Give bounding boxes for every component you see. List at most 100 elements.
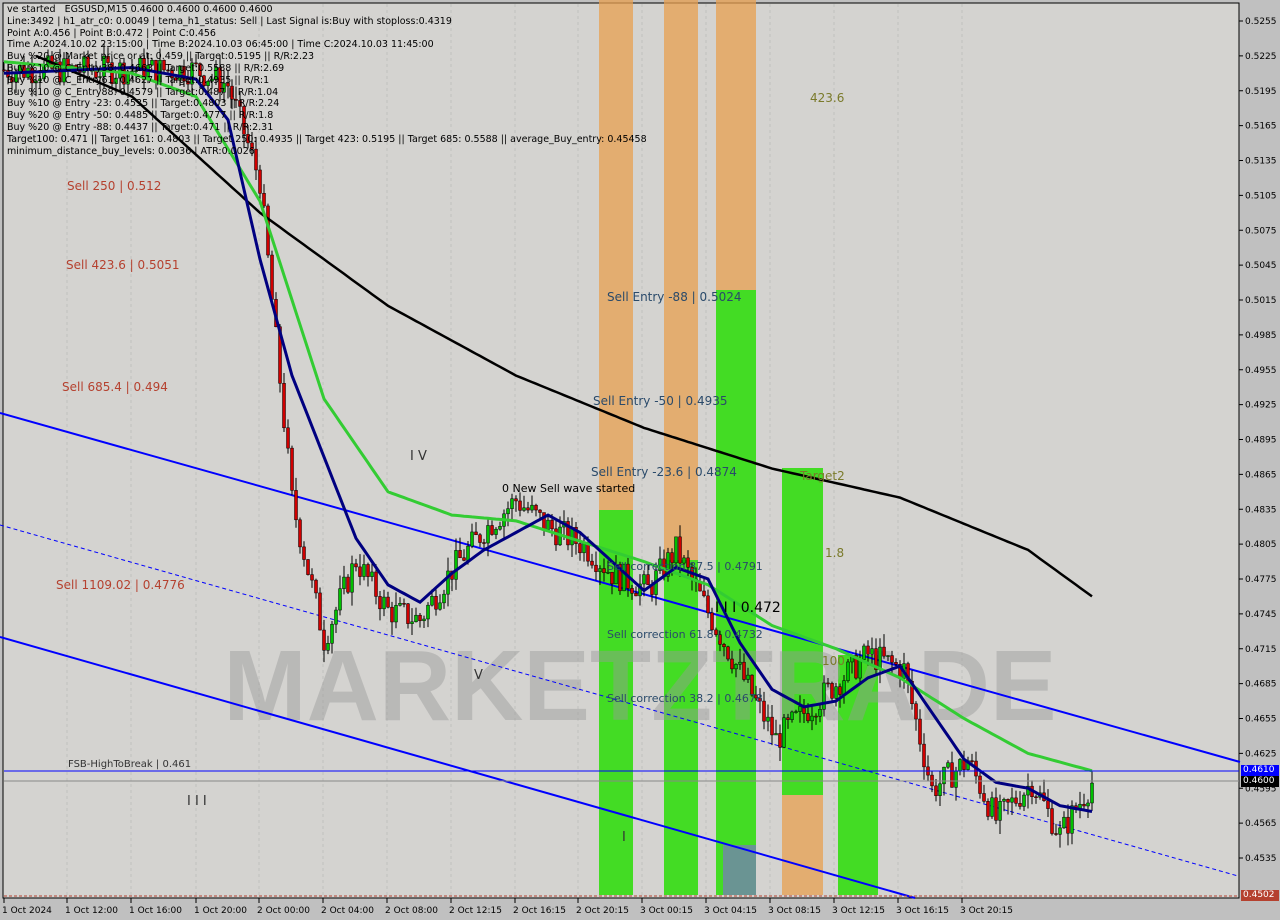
candle-body [826,682,830,685]
candle-body [630,588,634,594]
candle-body [434,596,438,610]
candle-body [1086,802,1090,807]
candle-body [178,65,182,81]
info-line: Buy %10 @ C_Entry88: 0.4579 || Target:0.… [7,86,279,98]
candle-body [618,564,622,592]
signal-zone [782,795,823,895]
candle-body [786,717,790,720]
candle-body [918,718,922,745]
candle-body [1062,816,1066,829]
candle-body [814,715,818,718]
candle-body [1022,794,1026,807]
candle-body [942,766,946,785]
candle-body [726,646,730,660]
candle-body [946,762,950,768]
candle-body [362,564,366,577]
candle-body [846,661,850,681]
candle-body [314,579,318,594]
candle-body [438,602,442,610]
candle-body [186,80,190,85]
info-line: minimum_distance_buy_levels: 0.0036 | AT… [7,145,255,157]
candle-body [830,683,834,699]
candle-body [190,62,194,85]
info-line: Time A:2024.10.02 23:15:00 | Time B:2024… [7,39,434,51]
candle-body [566,521,570,546]
candle-body [182,65,186,82]
candle-body [1066,816,1070,834]
candle-body [934,785,938,796]
channel-lower-line [0,636,916,899]
x-tick-label: 2 Oct 20:15 [576,906,629,916]
candle-body [894,662,898,665]
candle-body [886,655,890,657]
candle-body [270,254,274,300]
candle-body [770,716,774,736]
candle-body [758,697,762,702]
candle-body [374,571,378,597]
candle-body [718,634,722,645]
candle-body [670,552,674,564]
candle-body [746,674,750,680]
x-tick-label: 3 Oct 04:15 [704,906,757,916]
y-tick-label: 0.4775 [1245,575,1277,585]
candle-body [250,142,254,150]
candle-body [794,711,798,713]
y-tick-label: 0.4535 [1245,854,1277,864]
sell-423-label: Sell 423.6 | 0.5051 [66,258,180,272]
candle-body [246,134,250,144]
price-tag-current: 0.4600 [1241,776,1279,787]
candle-body [402,603,406,605]
candle-body [870,648,874,655]
ma-slow-line [35,54,1093,598]
candle-body [294,490,298,521]
candle-body [998,801,1002,821]
y-tick-label: 0.4865 [1245,470,1277,480]
y-tick-label: 0.5225 [1245,52,1277,62]
candle-body [642,574,646,585]
candles [2,43,1094,848]
info-line: Buy %20 @ Entry -88: 0.4437 || Target:0.… [7,121,274,133]
candle-body [702,590,706,597]
y-tick-label: 0.4835 [1245,505,1277,515]
symbol-ohlc: EGSUSD,M15 0.4600 0.4600 0.4600 0.4600 [64,4,273,15]
candle-body [254,148,258,171]
candle-body [818,709,822,717]
x-tick-label: 3 Oct 20:15 [960,906,1013,916]
candle-body [150,59,154,66]
y-tick-label: 0.5075 [1245,226,1277,236]
candle-body [486,525,490,544]
candle-body [990,797,994,817]
candle-body [418,614,422,622]
candle-body [214,67,218,80]
signal-zone [599,0,633,510]
candle-body [710,612,714,631]
candle-body [490,525,494,535]
x-tick-label: 2 Oct 08:00 [385,906,438,916]
x-tick-label: 2 Oct 04:00 [321,906,374,916]
candle-body [206,80,210,86]
candle-body [922,743,926,768]
candle-body [474,531,478,536]
watermark-logo: MARKETZTRADE [223,630,1056,742]
channel-mid-line [0,524,1239,877]
candle-body [470,531,474,547]
candle-body [606,571,610,574]
candle-body [734,664,738,670]
candle-body [174,77,178,81]
signal-zone [716,0,756,290]
candle-body [1046,800,1050,809]
x-tick-label: 3 Oct 08:15 [768,906,821,916]
candle-body [854,655,858,679]
candle-body [98,76,102,78]
axes: 1 Oct 2024 1 Oct 12:00 1 Oct 16:00 1 Oct 20… [2,17,1277,916]
sell-entry-88-label: Sell Entry -88 | 0.5024 [607,290,742,304]
candle-body [742,661,746,680]
candle-body [806,713,810,722]
candle-body [682,557,686,564]
candle-body [750,674,754,696]
candle-body [422,618,426,622]
candle-body [730,658,734,670]
info-line: Line:3492 | h1_atr_c0: 0.0049 | tema_h1_… [7,15,452,27]
sell-entry-23-label: Sell Entry -23.6 | 0.4874 [591,465,737,479]
